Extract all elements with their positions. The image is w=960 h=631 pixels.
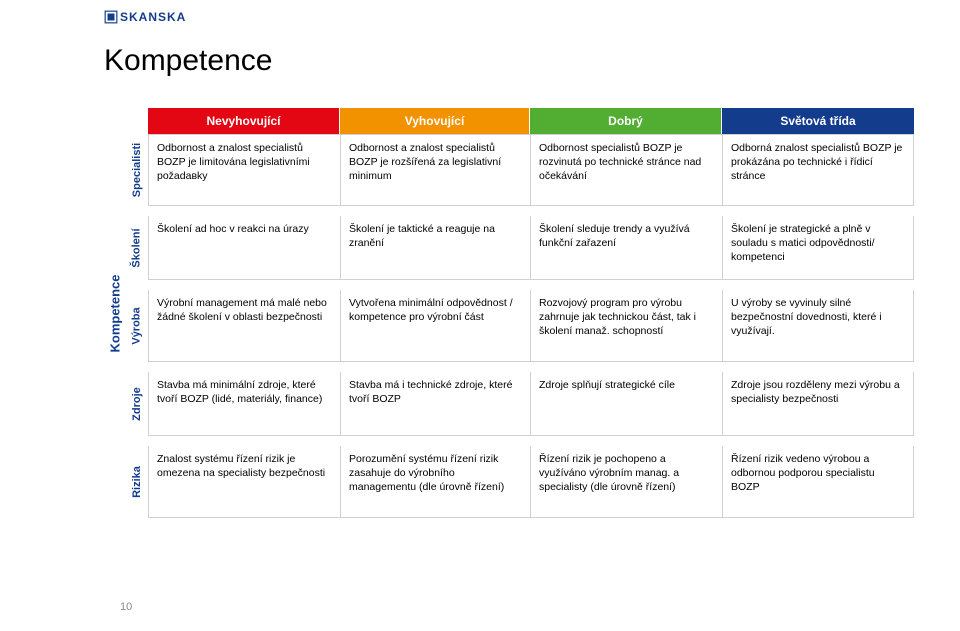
brand-name: SKANSKA (120, 10, 186, 24)
matrix-cell: Zdroje splňují strategické cíle (530, 372, 722, 436)
matrix-cell: Výrobní management má malé nebo žádné šk… (148, 290, 340, 362)
page-title: Kompetence (104, 44, 272, 78)
logo-mark-icon (104, 10, 118, 24)
matrix-cell: Školení je taktické a reaguje na zranění (340, 216, 530, 280)
row-label: Zdroje (131, 387, 143, 421)
matrix-cell: Znalost systému řízení rizik je omezena … (148, 446, 340, 518)
matrix-main-label: Kompetence (108, 274, 123, 352)
matrix-cell: Školení ad hoc v reakci na úrazy (148, 216, 340, 280)
matrix-cell: Porozumění systému řízení rizik zasahuje… (340, 446, 530, 518)
page-number: 10 (120, 601, 132, 613)
matrix-cell: U výroby se vyvinuly silné bezpečnostní … (722, 290, 914, 362)
row-label: Školení (131, 228, 143, 267)
row-label: Rizika (131, 466, 143, 498)
matrix-cell: Odbornost a znalost specialistů BOZP je … (340, 134, 530, 206)
column-header: Dobrý (530, 108, 722, 134)
matrix-cell: Zdroje jsou rozděleny mezi výrobu a spec… (722, 372, 914, 436)
row-label: Výroba (131, 307, 143, 344)
matrix-cell: Vytvořena minimální odpovědnost / kompet… (340, 290, 530, 362)
matrix-cell: Řízení rizik vedeno výrobou a odbornou p… (722, 446, 914, 518)
column-header: Nevyhovující (148, 108, 340, 134)
matrix-cell: Řízení rizik je pochopeno a využíváno vý… (530, 446, 722, 518)
column-header: Světová třída (722, 108, 914, 134)
matrix-cell: Odbornost a znalost specialistů BOZP je … (148, 134, 340, 206)
matrix-cell: Odbornost specialistů BOZP je rozvinutá … (530, 134, 722, 206)
matrix-cell: Rozvojový program pro výrobu zahrnuje ja… (530, 290, 722, 362)
matrix-cell: Stavba má minimální zdroje, které tvoří … (148, 372, 340, 436)
matrix-cell: Stavba má i technické zdroje, které tvoř… (340, 372, 530, 436)
row-label: Specialisti (131, 143, 143, 197)
matrix-cell: Odborná znalost specialistů BOZP je prok… (722, 134, 914, 206)
matrix-cell: Školení je strategické a plně v souladu … (722, 216, 914, 280)
column-header: Vyhovující (340, 108, 530, 134)
matrix-cell: Školení sleduje trendy a využívá funkční… (530, 216, 722, 280)
competence-matrix: Kompetence Specialisti Školení Výroba Zdroje… (104, 108, 914, 518)
brand-logo: SKANSKA (104, 10, 186, 24)
